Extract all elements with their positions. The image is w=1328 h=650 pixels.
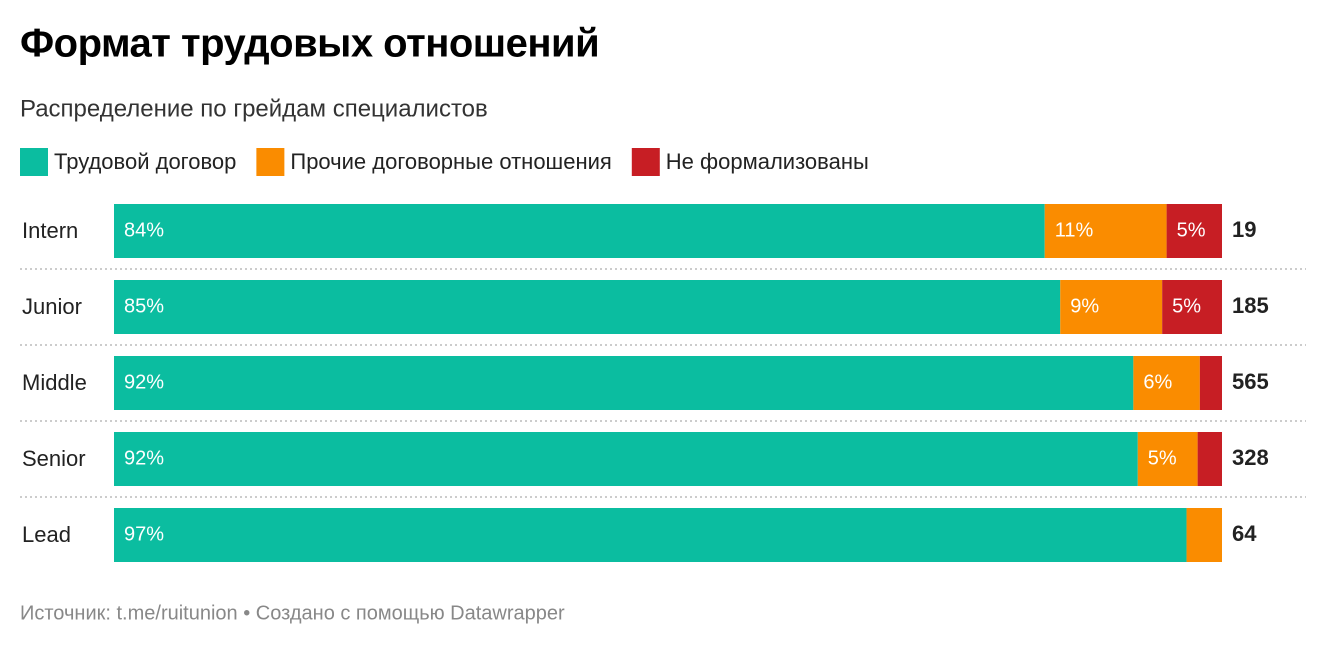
category-label: Senior — [22, 446, 86, 471]
chart-subtitle: Распределение по грейдам специалистов — [20, 95, 488, 122]
bar-segment — [114, 356, 1134, 410]
category-label: Middle — [22, 370, 87, 395]
row-total: 19 — [1232, 217, 1256, 242]
category-label: Junior — [22, 294, 82, 319]
legend-label: Прочие договорные отношения — [290, 149, 611, 174]
bar-segment — [114, 508, 1187, 562]
bar-segment — [1044, 204, 1167, 258]
value-label: 5% — [1172, 295, 1201, 317]
value-label: 84% — [124, 219, 164, 241]
row-total: 185 — [1232, 293, 1269, 318]
bar-segment — [1186, 508, 1222, 562]
value-label: 5% — [1177, 219, 1206, 241]
category-label: Lead — [22, 522, 71, 547]
value-label: 11% — [1055, 219, 1094, 241]
bar-segment — [1162, 280, 1222, 334]
bar-segment — [1133, 356, 1200, 410]
legend-swatch — [631, 148, 660, 176]
category-label: Intern — [22, 218, 78, 243]
legend-swatch — [256, 148, 285, 176]
row-total: 64 — [1232, 521, 1257, 546]
value-label: 6% — [1143, 371, 1172, 393]
bar-segment — [114, 204, 1045, 258]
bar-segment — [1137, 432, 1198, 486]
value-label: 85% — [124, 295, 164, 317]
bar-segment — [114, 432, 1138, 486]
value-label: 92% — [124, 371, 164, 393]
chart-title: Формат трудовых отношений — [20, 22, 599, 66]
legend-swatch — [20, 148, 48, 176]
bar-segment — [1199, 356, 1222, 410]
bar-segment — [1060, 280, 1163, 334]
value-label: 92% — [124, 447, 164, 469]
row-total: 565 — [1232, 369, 1269, 394]
value-label: 9% — [1070, 295, 1099, 317]
value-label: 5% — [1148, 447, 1177, 469]
bar-segment — [114, 280, 1061, 334]
row-total: 328 — [1232, 445, 1269, 470]
bar-segment — [1197, 432, 1222, 486]
value-label: 97% — [124, 523, 164, 545]
legend-label: Не формализованы — [666, 149, 869, 174]
footer: Источник: t.me/ruitunion • Создано с пом… — [20, 602, 565, 624]
legend-label: Трудовой договор — [54, 149, 236, 174]
bar-segment — [1166, 204, 1222, 258]
